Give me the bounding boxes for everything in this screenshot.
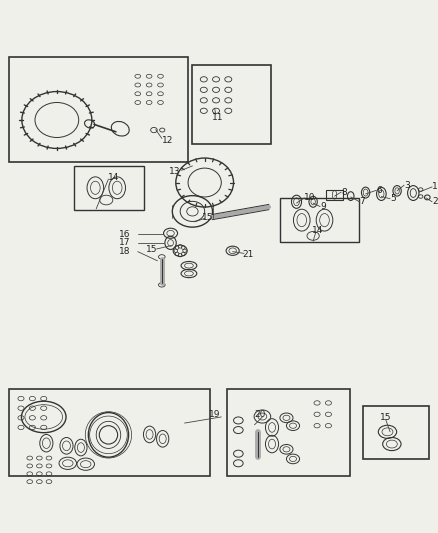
Text: 9: 9 [319, 202, 325, 211]
Text: 7: 7 [359, 197, 364, 206]
Text: 14: 14 [108, 173, 119, 182]
Bar [279, 198, 359, 243]
Text: 12: 12 [162, 136, 173, 145]
Text: 15: 15 [202, 213, 213, 222]
Text: 1: 1 [431, 182, 437, 191]
Bar [9, 56, 187, 161]
Text: 13: 13 [169, 167, 180, 176]
Text: 10: 10 [304, 193, 315, 203]
Text: 20: 20 [254, 410, 265, 419]
Bar [362, 407, 427, 459]
Text: 8: 8 [340, 188, 346, 197]
Text: 15: 15 [145, 245, 157, 254]
Bar [9, 389, 209, 477]
Text: 16: 16 [119, 230, 131, 239]
Text: 6: 6 [375, 186, 381, 195]
Text: 18: 18 [119, 247, 131, 256]
Text: 19: 19 [209, 410, 220, 419]
Text: 17: 17 [119, 238, 131, 247]
Text: 11: 11 [211, 114, 223, 122]
Bar [325, 190, 342, 200]
Bar [227, 389, 349, 477]
Bar [192, 66, 271, 144]
Text: 14: 14 [311, 226, 322, 235]
Text: 2: 2 [431, 197, 437, 206]
Bar [74, 166, 144, 209]
Text: 15: 15 [379, 413, 391, 422]
Text: 3: 3 [403, 181, 409, 190]
Text: 21: 21 [242, 250, 253, 259]
Text: 5: 5 [389, 194, 395, 203]
